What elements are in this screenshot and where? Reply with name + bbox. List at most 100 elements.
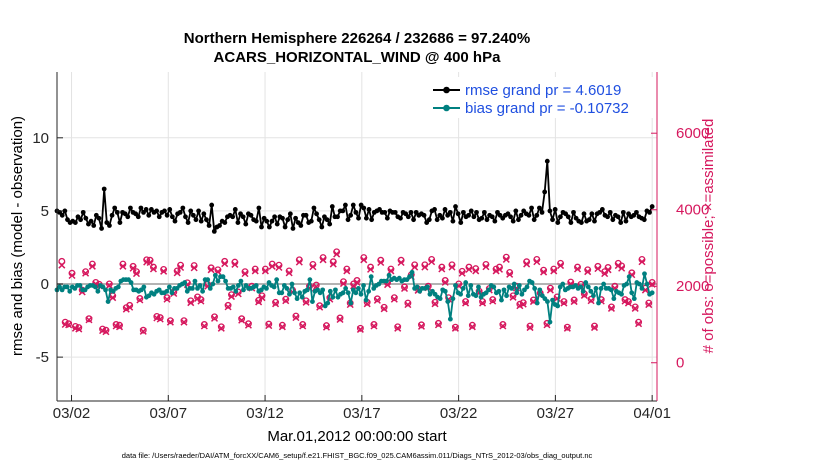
- rmse-point: [107, 223, 112, 228]
- bias-point: [182, 280, 188, 285]
- obs-assimilated-point: [434, 321, 442, 329]
- bias-point: [340, 290, 346, 296]
- obs-assimilated-stroke: [587, 297, 595, 305]
- bias-point: [128, 280, 134, 285]
- obs-assimilated-point: [441, 278, 449, 286]
- rmse-point: [172, 218, 178, 224]
- rmse-point: [143, 207, 149, 212]
- obs-assimilated-point: [618, 264, 626, 272]
- rmse-point: [348, 212, 354, 218]
- rmse-point: [508, 214, 513, 220]
- bias-point: [368, 274, 374, 280]
- obs-assimilated-stroke: [499, 322, 507, 330]
- obs-assimilated-stroke: [621, 297, 629, 305]
- rmse-point: [248, 212, 254, 218]
- obs-assimilated-stroke: [333, 250, 341, 258]
- bias-point: [514, 290, 520, 296]
- rmse-point: [552, 207, 558, 212]
- obs-assimilated-point: [187, 299, 195, 307]
- obs-assimilated-stroke: [109, 294, 117, 302]
- obs-assimilated-stroke: [370, 322, 378, 330]
- obs-possible-point: [645, 299, 653, 307]
- obs-assimilated-stroke: [438, 265, 446, 273]
- obs-possible-point: [136, 295, 144, 302]
- obs-possible-point: [299, 321, 307, 328]
- obs-assimilated-stroke: [210, 314, 219, 322]
- obs-assimilated-point: [489, 297, 497, 305]
- bias-point: [348, 300, 354, 306]
- obs-assimilated-stroke: [119, 262, 127, 270]
- obs-assimilated-stroke: [502, 255, 510, 263]
- bias-point: [499, 297, 504, 303]
- obs-assimilated-point: [458, 269, 466, 277]
- x-axis-label: Mar.01,2012 00:00:00 start: [267, 428, 447, 445]
- rmse-point: [369, 217, 375, 223]
- rmse-point: [91, 223, 97, 228]
- obs-assimilated-stroke: [509, 293, 517, 301]
- obs-possible-point: [99, 325, 107, 333]
- bias-point: [210, 281, 216, 287]
- rmse-point: [290, 226, 296, 231]
- bias-point: [304, 287, 310, 293]
- obs-assimilated-stroke: [71, 324, 79, 332]
- obs-assimilated-point: [309, 263, 317, 271]
- bias-point: [550, 297, 555, 303]
- rmse-point: [217, 223, 222, 228]
- bias-point: [358, 291, 364, 297]
- rmse-point: [421, 212, 427, 218]
- bias-point: [644, 281, 650, 287]
- obs-assimilated-stroke: [231, 260, 239, 268]
- obs-assimilated-point: [122, 305, 130, 313]
- bias-point: [241, 287, 246, 293]
- rmse-point: [618, 220, 624, 226]
- obs-assimilated-stroke: [519, 300, 527, 308]
- bias-point: [115, 284, 121, 290]
- rmse-point: [471, 214, 477, 220]
- bias-point: [103, 287, 108, 293]
- rmse-point: [327, 221, 333, 227]
- rmse-point: [408, 209, 414, 215]
- y-tick-label-left: 0: [41, 276, 49, 293]
- rmse-point: [363, 215, 369, 221]
- obs-assimilated-stroke: [356, 325, 364, 333]
- obs-assimilated-stroke: [126, 303, 134, 311]
- obs-possible-point: [85, 315, 93, 323]
- legend-bias-marker: [443, 104, 450, 112]
- obs-possible-point: [509, 292, 517, 300]
- obs-possible-point: [380, 303, 388, 311]
- obs-assimilated-stroke: [390, 295, 398, 303]
- obs-assimilated-point: [428, 258, 436, 266]
- obs-assimilated-point: [502, 255, 510, 263]
- obs-assimilated-stroke: [241, 270, 249, 278]
- rmse-point: [516, 217, 521, 223]
- obs-assimilated-stroke: [299, 322, 307, 330]
- obs-assimilated-point: [85, 316, 93, 324]
- rmse-point: [568, 220, 574, 226]
- rmse-point: [542, 189, 548, 195]
- obs-assimilated-stroke: [638, 258, 646, 266]
- rmse-point: [256, 205, 262, 211]
- obs-assimilated-point: [560, 299, 568, 307]
- obs-assimilated-stroke: [635, 320, 643, 328]
- obs-assimilated-point: [221, 260, 229, 268]
- rmse-point: [135, 214, 141, 220]
- bias-point: [447, 316, 453, 322]
- rmse-point: [550, 217, 555, 223]
- bias-point: [235, 283, 241, 288]
- obs-assimilated-stroke: [217, 324, 225, 332]
- obs-possible-point: [255, 296, 263, 304]
- obs-assimilated-point: [645, 301, 653, 309]
- rmse-point: [647, 209, 652, 215]
- y-tick-label-right: 6000: [676, 125, 709, 142]
- obs-assimilated-stroke: [292, 314, 300, 322]
- obs-assimilated-stroke: [153, 314, 161, 322]
- rmse-point: [88, 218, 94, 224]
- obs-assimilated-point: [302, 298, 310, 306]
- obs-possible-point: [238, 315, 246, 323]
- obs-assimilated-stroke: [180, 318, 188, 326]
- bias-point: [271, 284, 277, 290]
- obs-possible-point: [570, 296, 578, 304]
- obs-assimilated-point: [322, 323, 330, 331]
- obs-assimilated-stroke: [261, 267, 269, 275]
- chart-title-line1: Northern Hemisphere 226264 / 232686 = 97…: [184, 30, 530, 47]
